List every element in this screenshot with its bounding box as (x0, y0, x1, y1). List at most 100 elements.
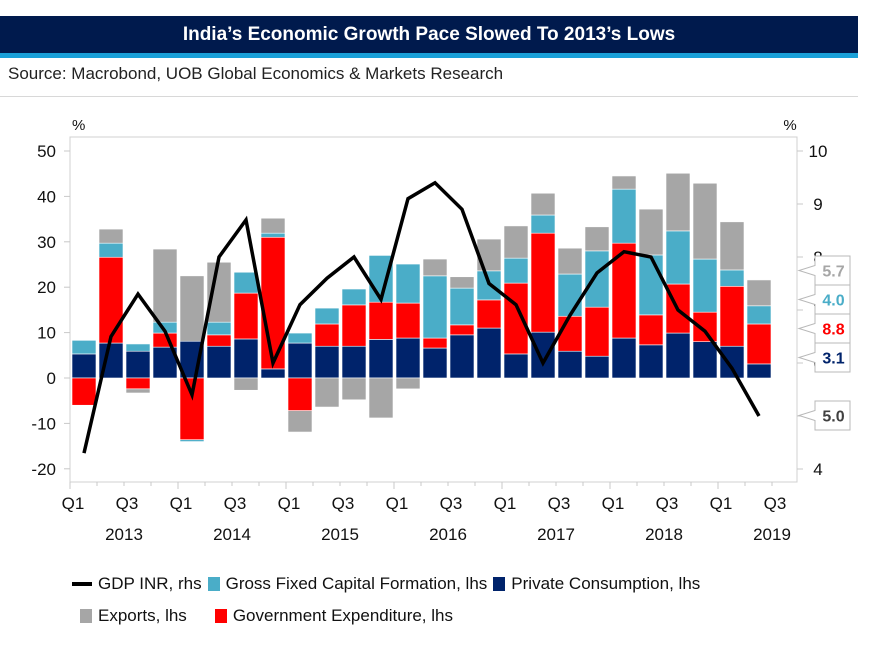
bar-gross-fixed-capital-formation (584, 250, 610, 308)
end-label-gdp: 5.0 (822, 409, 844, 426)
chart-title: India’s Economic Growth Pace Slowed To 2… (182, 24, 676, 45)
x-axis-year-label: 2014 (213, 525, 251, 544)
bar-government-expenditure (395, 302, 421, 339)
bar-exports (395, 377, 421, 390)
bar-gross-fixed-capital-formation (125, 343, 151, 352)
bar-government-expenditure (233, 292, 259, 340)
bar-exports (260, 217, 286, 234)
legend-row-1: GDP INR, rhs Gross Fixed Capital Formati… (72, 568, 706, 600)
bar-government-expenditure (368, 301, 394, 340)
bar-exports (665, 172, 691, 232)
bar-private-consumption (476, 327, 502, 379)
bar-gross-fixed-capital-formation (98, 242, 124, 258)
bar-private-consumption (260, 368, 286, 379)
end-label-private-consumption: 3.1 (822, 351, 844, 368)
bar-exports (692, 182, 718, 260)
end-label-box (797, 342, 851, 373)
bar-government-expenditure (530, 232, 556, 333)
right-axis-tick-label: 4 (813, 460, 822, 479)
bar-private-consumption (584, 355, 610, 379)
bar-government-expenditure (125, 377, 151, 390)
source-note: Source: Macrobond, UOB Global Economics … (8, 64, 504, 83)
x-axis-year-label: 2015 (321, 525, 359, 544)
x-axis-year-label: 2018 (645, 525, 683, 544)
bar-exports (719, 221, 745, 271)
bar-exports (530, 192, 556, 216)
x-axis-quarter-label: Q3 (116, 494, 139, 513)
bar-private-consumption (422, 347, 448, 379)
bar-private-consumption (530, 331, 556, 379)
right-axis-tick-label: 9 (813, 195, 822, 214)
right-axis-unit-label: % (783, 117, 796, 134)
legend-swatch-exports (80, 609, 92, 623)
bar-exports (287, 410, 313, 433)
bar-gross-fixed-capital-formation (557, 273, 583, 317)
bar-gross-fixed-capital-formation (287, 332, 313, 344)
bar-gross-fixed-capital-formation (665, 230, 691, 285)
bar-exports (152, 248, 178, 323)
divider (0, 96, 858, 97)
bar-gross-fixed-capital-formation (314, 307, 340, 325)
bar-gross-fixed-capital-formation (503, 257, 529, 284)
bar-government-expenditure (503, 282, 529, 355)
legend: GDP INR, rhs Gross Fixed Capital Formati… (72, 568, 706, 632)
legend-swatch-private-consumption (493, 577, 506, 591)
x-axis-quarter-label: Q3 (656, 494, 679, 513)
bar-private-consumption (368, 339, 394, 379)
bar-government-expenditure (557, 315, 583, 352)
x-axis-quarter-label: Q1 (494, 494, 517, 513)
bar-private-consumption (233, 338, 259, 379)
bar-exports (476, 238, 502, 272)
bar-government-expenditure (260, 236, 286, 370)
end-label-exports: 5.7 (822, 264, 844, 281)
legend-label-private-consumption: Private Consumption, lhs (511, 574, 701, 593)
x-axis-year-label: 2019 (753, 525, 791, 544)
bar-gross-fixed-capital-formation (449, 287, 475, 326)
end-label-box (797, 400, 851, 431)
x-axis-quarter-label: Q1 (62, 494, 85, 513)
bar-government-expenditure (422, 337, 448, 349)
bar-private-consumption (395, 337, 421, 379)
legend-line-gdp (72, 582, 92, 586)
x-axis-quarter-label: Q1 (278, 494, 301, 513)
bar-gross-fixed-capital-formation (395, 263, 421, 304)
x-axis-quarter-label: Q1 (602, 494, 625, 513)
bar-gross-fixed-capital-formation (530, 214, 556, 234)
bar-government-expenditure (341, 304, 367, 347)
bar-exports (125, 388, 151, 394)
legend-label-gdp: GDP INR, rhs (98, 574, 202, 593)
bar-private-consumption (638, 344, 664, 379)
bar-private-consumption (71, 353, 97, 379)
line-gdp (82, 180, 761, 454)
chart-svg: -20-1001020304050%45678910%Q1Q3Q1Q3Q1Q3Q… (31, 117, 851, 544)
bar-private-consumption (206, 345, 232, 379)
bar-gross-fixed-capital-formation (719, 269, 745, 287)
bar-exports (179, 275, 205, 342)
left-axis-tick-label: 50 (37, 142, 56, 161)
x-axis-quarter-label: Q1 (386, 494, 409, 513)
bar-private-consumption (719, 345, 745, 379)
bar-exports (98, 228, 124, 244)
bar-private-consumption (287, 342, 313, 379)
bar-gross-fixed-capital-formation (341, 288, 367, 306)
bar-government-expenditure (584, 306, 610, 357)
legend-label-government-expenditure: Government Expenditure, lhs (232, 606, 453, 625)
bar-government-expenditure (746, 323, 772, 365)
bar-government-expenditure (449, 324, 475, 336)
title-banner: India’s Economic Growth Pace Slowed To 2… (0, 16, 858, 58)
bar-private-consumption (557, 350, 583, 379)
x-axis-quarter-label: Q3 (764, 494, 787, 513)
x-axis-quarter-label: Q3 (548, 494, 571, 513)
end-label-government-expenditure: 8.8 (822, 322, 844, 339)
bar-gross-fixed-capital-formation (233, 271, 259, 294)
bar-exports (638, 208, 664, 256)
bar-private-consumption (449, 334, 475, 379)
bar-exports (557, 247, 583, 275)
bar-gross-fixed-capital-formation (179, 439, 205, 442)
legend-swatch-government-expenditure (214, 609, 227, 623)
bar-exports (341, 377, 367, 401)
bar-private-consumption (503, 353, 529, 379)
left-axis-tick-label: 20 (37, 278, 56, 297)
bar-gross-fixed-capital-formation (206, 321, 232, 336)
left-axis-tick-label: 40 (37, 187, 56, 206)
